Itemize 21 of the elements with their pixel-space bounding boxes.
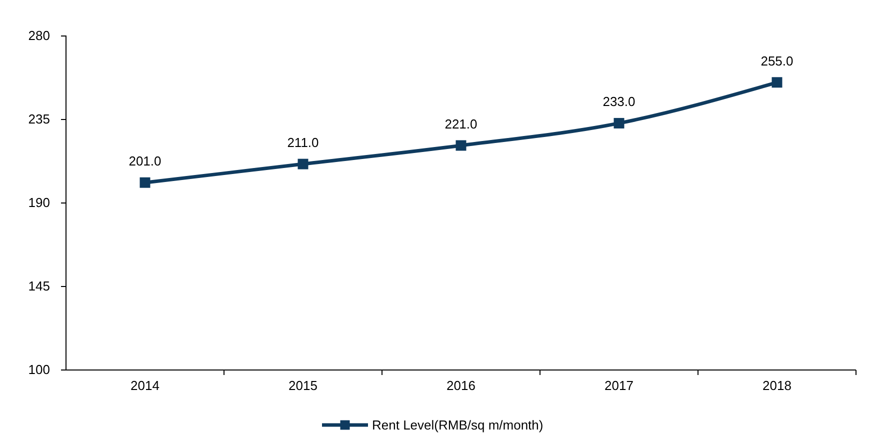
point [140,177,150,188]
point [456,140,466,151]
y-tick-label: 280 [28,28,50,44]
y-tick-label: 190 [28,195,50,210]
y-tick-label: 145 [28,278,50,294]
x-tick-label: 2016 [446,378,476,393]
y-tick-label: 235 [28,112,50,127]
y-tick-label: 100 [28,362,50,378]
x-tick-label: 2017 [604,378,634,393]
point [614,118,624,128]
data-label: 201.0 [128,154,162,169]
data-label: 211.0 [287,135,319,150]
data-label: 221.0 [444,116,478,132]
x-tick-label: 2014 [130,378,160,393]
x-tick-label: 2015 [288,378,318,393]
point [298,158,308,170]
point [772,77,782,88]
data-label: 255.0 [760,53,794,68]
data-label: 233.0 [602,94,636,110]
x-tick-label: 2018 [762,378,792,393]
legend-label: Rent Level(RMB/sq m/month) [372,418,544,432]
